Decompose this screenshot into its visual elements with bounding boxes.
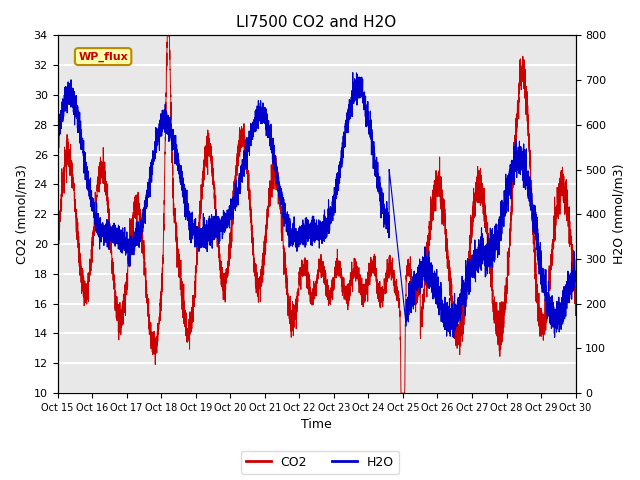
Title: LI7500 CO2 and H2O: LI7500 CO2 and H2O bbox=[236, 15, 397, 30]
Legend: CO2, H2O: CO2, H2O bbox=[241, 451, 399, 474]
X-axis label: Time: Time bbox=[301, 419, 332, 432]
Y-axis label: H2O (mmol/m3): H2O (mmol/m3) bbox=[612, 164, 625, 264]
Y-axis label: CO2 (mmol/m3): CO2 (mmol/m3) bbox=[15, 164, 28, 264]
Text: WP_flux: WP_flux bbox=[78, 51, 128, 62]
